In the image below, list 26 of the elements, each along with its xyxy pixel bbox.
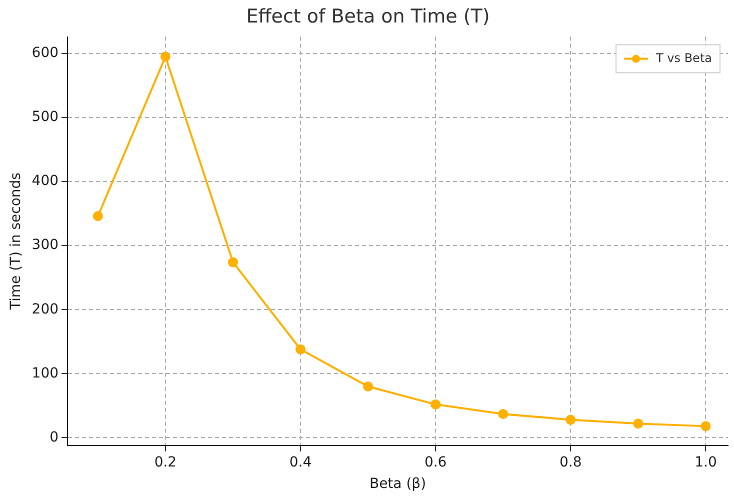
y-tick-label: 100 <box>32 365 59 382</box>
point <box>160 52 170 62</box>
point <box>633 418 644 429</box>
point <box>92 211 103 222</box>
y-axis-title: Time (T) in seconds <box>8 172 24 311</box>
y-tick-label: 300 <box>32 237 59 254</box>
point <box>363 381 374 392</box>
x-axis-title: Beta (β) <box>369 476 426 492</box>
chart-title: Effect of Beta on Time (T) <box>246 5 490 28</box>
y-tick-label: 200 <box>32 301 59 318</box>
legend-label: T vs Beta <box>655 50 712 65</box>
x-tick-label: 0.4 <box>289 454 312 470</box>
x-tick-label: 0.2 <box>154 454 177 470</box>
point <box>228 257 238 268</box>
y-tick-label: 600 <box>32 45 59 62</box>
point <box>700 421 711 432</box>
point <box>566 414 576 425</box>
x-tick-label: 0.8 <box>560 454 582 470</box>
point <box>498 409 508 420</box>
point <box>430 399 441 410</box>
y-tick-label: 400 <box>32 173 59 190</box>
x-tick-label: 0.6 <box>424 454 447 470</box>
point <box>296 344 306 354</box>
x-tick-label: 1.0 <box>694 454 717 470</box>
y-tick-label: 0 <box>50 429 59 446</box>
y-tick-label: 500 <box>32 109 59 126</box>
